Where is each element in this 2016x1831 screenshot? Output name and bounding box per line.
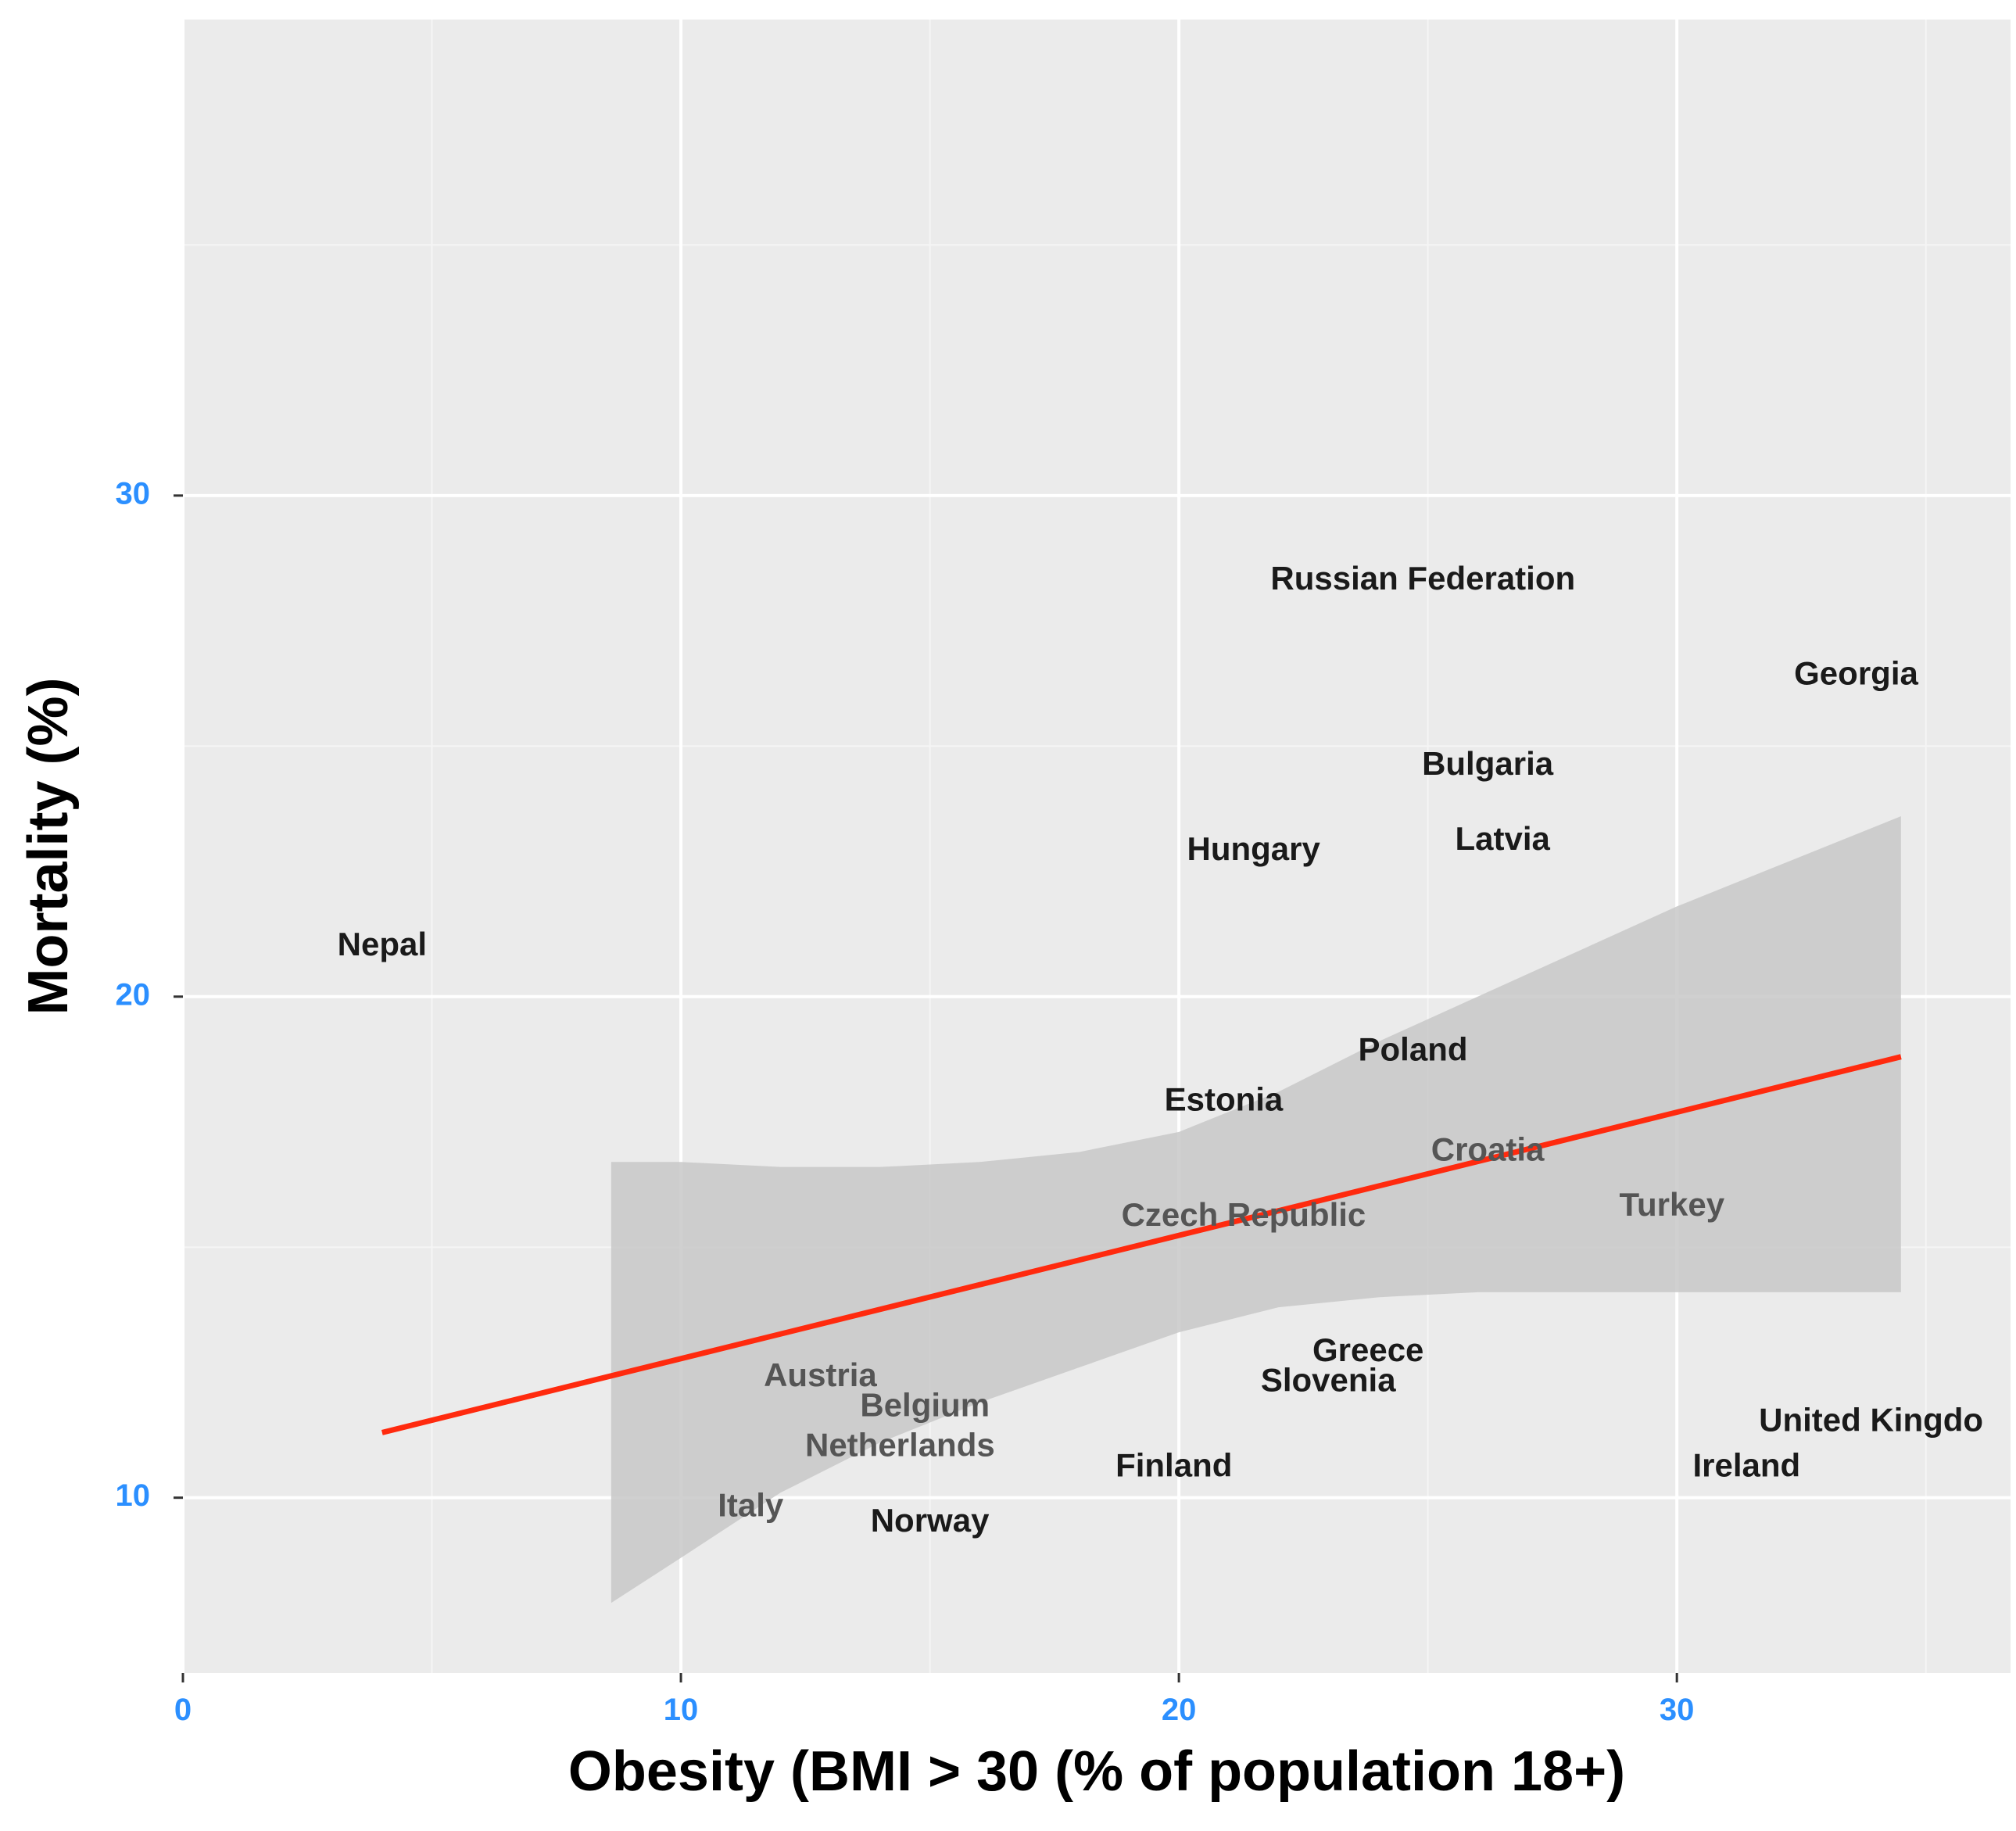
y-tick-label: 30 (116, 476, 151, 511)
country-labels: Russian Federation Georgia Bulgaria Hungary… (338, 560, 1983, 1539)
point-label-estonia: Estonia (1165, 1080, 1284, 1117)
point-label-netherlands: Netherlands (805, 1427, 995, 1464)
point-label-norway: Norway (871, 1502, 990, 1539)
point-label-hungary: Hungary (1187, 830, 1320, 867)
confidence-band-layer (611, 816, 1901, 1603)
plot-panel (183, 20, 2011, 1673)
point-label-russian-federation: Russian Federation (1270, 560, 1575, 597)
point-label-poland: Poland (1359, 1030, 1468, 1067)
point-label-bulgaria: Bulgaria (1422, 745, 1554, 782)
regression-line (381, 1054, 1902, 1435)
y-tick-label: 10 (116, 1478, 151, 1513)
point-label-georgia: Georgia (1794, 655, 1918, 692)
point-label-slovenia: Slovenia (1261, 1361, 1396, 1398)
x-axis-title: Obesity (BMI > 30 (% of population 18+) (568, 1740, 1625, 1803)
y-tick-label: 20 (116, 977, 151, 1012)
point-label-croatia: Croatia (1431, 1131, 1545, 1168)
point-label-united-kingdo: United Kingdo (1759, 1402, 1983, 1439)
x-tick-label: 30 (1660, 1693, 1695, 1727)
point-label-nepal: Nepal (338, 926, 427, 962)
x-tick-label: 20 (1162, 1693, 1197, 1727)
point-label-greece: Greece (1312, 1331, 1423, 1368)
point-label-belgium: Belgium (860, 1386, 990, 1423)
x-tick-label: 0 (174, 1693, 192, 1727)
point-label-austria: Austria (764, 1356, 877, 1393)
confidence-band (611, 816, 1901, 1603)
axes: 0 10 20 30 10 20 30 (116, 476, 1695, 1727)
point-label-czech-republic: Czech Republic (1122, 1196, 1366, 1233)
y-axis-title: Mortality (%) (17, 678, 80, 1016)
x-tick-label: 10 (664, 1693, 699, 1727)
point-label-ireland: Ireland (1693, 1446, 1801, 1483)
regression-line-layer (381, 1054, 1902, 1435)
point-label-turkey: Turkey (1619, 1186, 1724, 1223)
point-label-italy: Italy (718, 1487, 784, 1524)
point-label-finland: Finland (1115, 1446, 1232, 1483)
point-label-latvia: Latvia (1456, 820, 1551, 857)
